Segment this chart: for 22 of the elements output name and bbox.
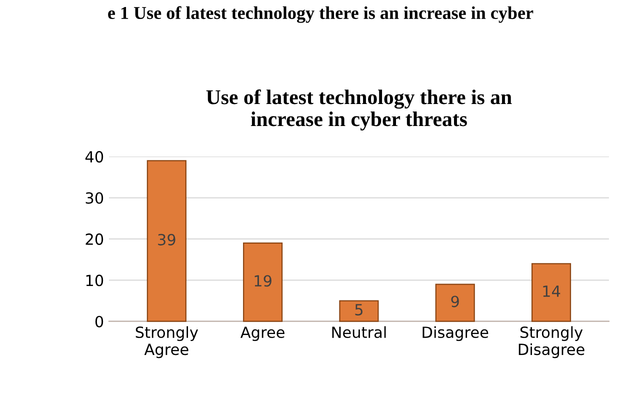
text: e 1 Use of latest technology there is an increase in cyber xyxy=(108,6,534,23)
x-tick-label: Strongly Disagree xyxy=(518,326,584,358)
x-tick-label: Agree xyxy=(240,326,284,342)
x-tick-label: Strongly Agree xyxy=(136,326,198,358)
y-tick-label: 0 xyxy=(95,316,104,328)
bar xyxy=(531,263,572,322)
bar xyxy=(339,300,379,322)
bar xyxy=(435,284,475,322)
x-tick-label: Neutral xyxy=(332,326,386,338)
data-label: 9 xyxy=(451,296,459,308)
data-label: 5 xyxy=(355,304,362,316)
bar xyxy=(146,160,186,322)
y-tick-label: 30 xyxy=(86,192,104,204)
y-tick-label: 20 xyxy=(86,233,104,245)
bar xyxy=(243,242,283,322)
x-tick-label: Disagree xyxy=(422,326,488,342)
y-tick-label: 40 xyxy=(85,151,104,163)
data-label: 39 xyxy=(158,234,176,246)
chart-title: Use of latest technology there is an increase in cyber threats xyxy=(206,89,512,130)
data-label: 19 xyxy=(254,275,272,287)
data-label: 14 xyxy=(543,286,560,297)
y-tick-label: 10 xyxy=(86,274,104,286)
